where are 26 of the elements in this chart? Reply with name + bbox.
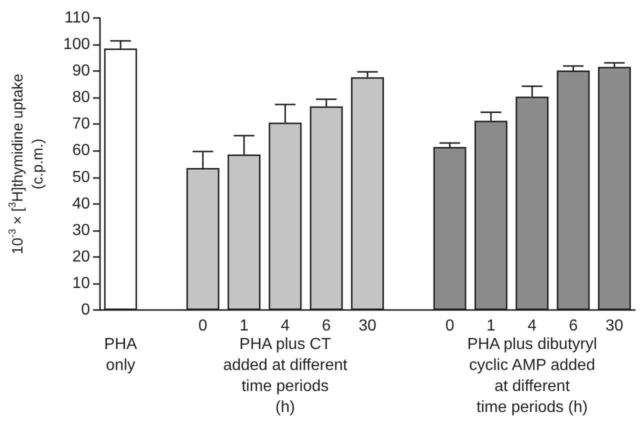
y-tick-label: 50 bbox=[72, 168, 90, 186]
x-tick-label: 30 bbox=[606, 318, 624, 334]
text: PHA plus dibutyryl cyclic AMP added at different time periods (h) bbox=[467, 336, 598, 416]
y-tick-label: 110 bbox=[64, 10, 90, 26]
x-tick-label: 4 bbox=[280, 318, 290, 334]
text: PHA plus CT added at different time periods (h) bbox=[223, 336, 348, 416]
y-tick-label: 0 bbox=[81, 302, 90, 318]
y-tick-label: 30 bbox=[72, 222, 90, 239]
y-tick-label: 40 bbox=[72, 195, 90, 212]
y-tick-label: 20 bbox=[72, 248, 90, 266]
y-tick-label: 70 bbox=[72, 116, 90, 133]
y-axis-title: 10-3 × [3H]thymidine uptake (c.p.m.) bbox=[8, 74, 46, 254]
x-tick-label: 0 bbox=[198, 318, 208, 334]
y-tick-label: 90 bbox=[72, 62, 90, 80]
x-tick-label: 1 bbox=[240, 318, 249, 334]
x-tick-label: 6 bbox=[568, 318, 578, 334]
x-tick-label: 6 bbox=[322, 318, 331, 334]
y-tick-label: 80 bbox=[72, 89, 90, 106]
y-tick-label: 100 bbox=[63, 36, 90, 54]
y-tick-label: 10 bbox=[72, 274, 90, 292]
y-tick-label: 60 bbox=[72, 142, 90, 160]
x-tick-label: 30 bbox=[358, 318, 376, 334]
x-tick-label: 0 bbox=[445, 318, 454, 334]
x-tick-label: 4 bbox=[528, 318, 537, 334]
x-tick-label: 1 bbox=[486, 318, 496, 334]
text: PHA only bbox=[104, 336, 138, 374]
